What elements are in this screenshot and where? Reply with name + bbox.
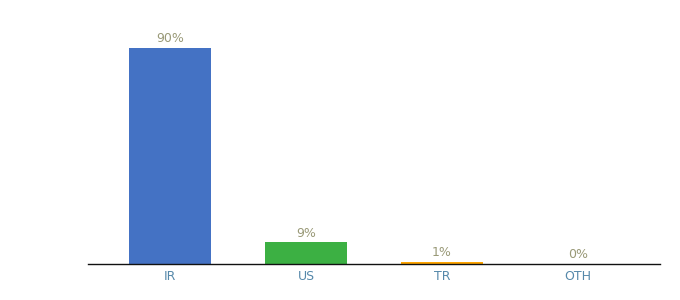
Bar [129, 48, 211, 264]
Text: 1%: 1% [432, 246, 452, 259]
Bar [265, 242, 347, 264]
Text: 90%: 90% [156, 32, 184, 45]
Bar [401, 262, 483, 264]
Text: 9%: 9% [296, 226, 316, 239]
Text: 0%: 0% [568, 248, 588, 261]
